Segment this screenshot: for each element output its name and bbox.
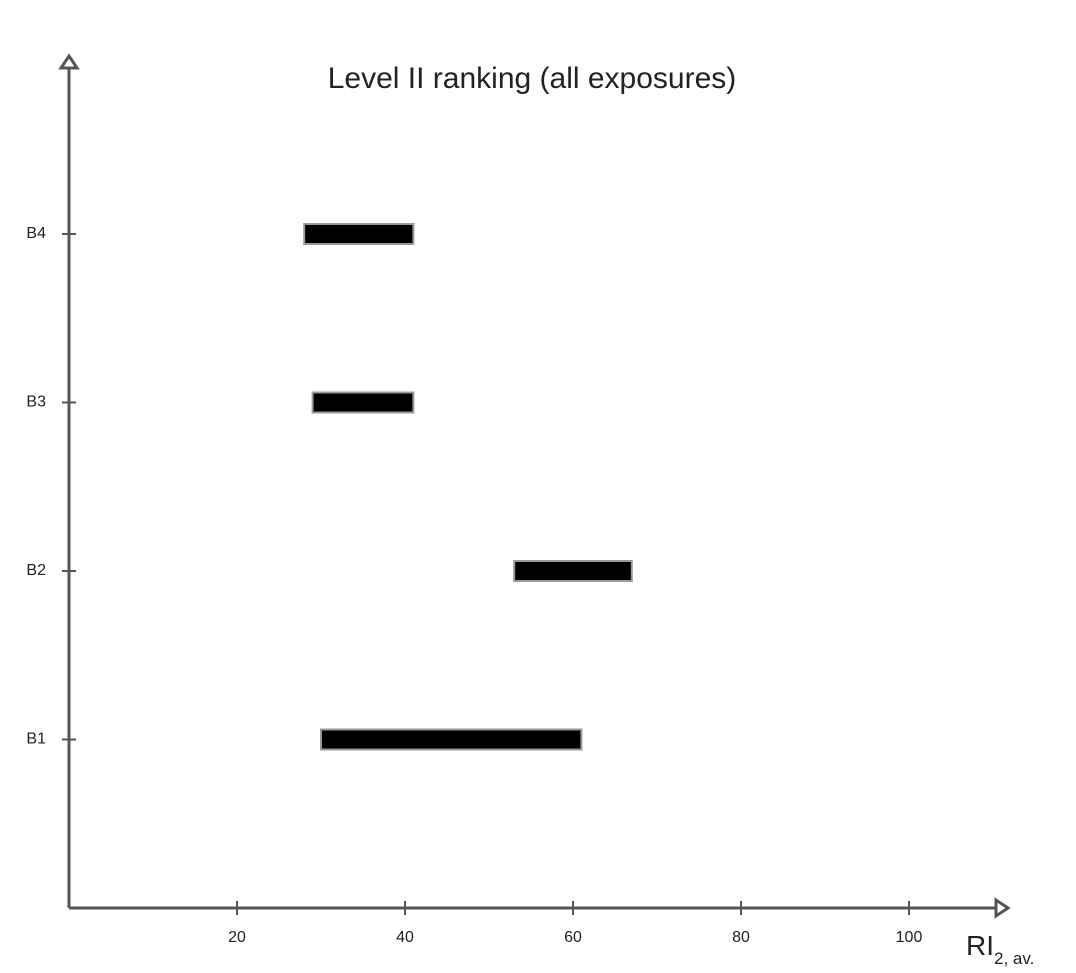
x-axis-label-subscript: 2, av. [994, 949, 1034, 968]
bar [320, 728, 583, 751]
x-axis-arrow [994, 897, 1011, 919]
y-tick-label: B2 [26, 562, 46, 579]
y-tick-label: B4 [26, 225, 46, 242]
x-tick-label: 60 [564, 929, 582, 946]
x-axis-label-main: RI [966, 930, 994, 961]
bar [303, 223, 415, 245]
chart-title: Level II ranking (all exposures) [328, 62, 737, 95]
x-tick-label: 40 [396, 929, 414, 946]
x-tick-label: 100 [896, 929, 923, 946]
x-tick-label: 20 [228, 929, 246, 946]
bar [513, 560, 633, 582]
x-axis-label: RI2, av. [966, 930, 1034, 968]
y-tick-label: B3 [26, 394, 46, 411]
y-axis-arrow [58, 53, 80, 70]
x-tick-label: 80 [732, 929, 750, 946]
bar [311, 391, 415, 414]
y-tick-label: B1 [26, 731, 46, 748]
